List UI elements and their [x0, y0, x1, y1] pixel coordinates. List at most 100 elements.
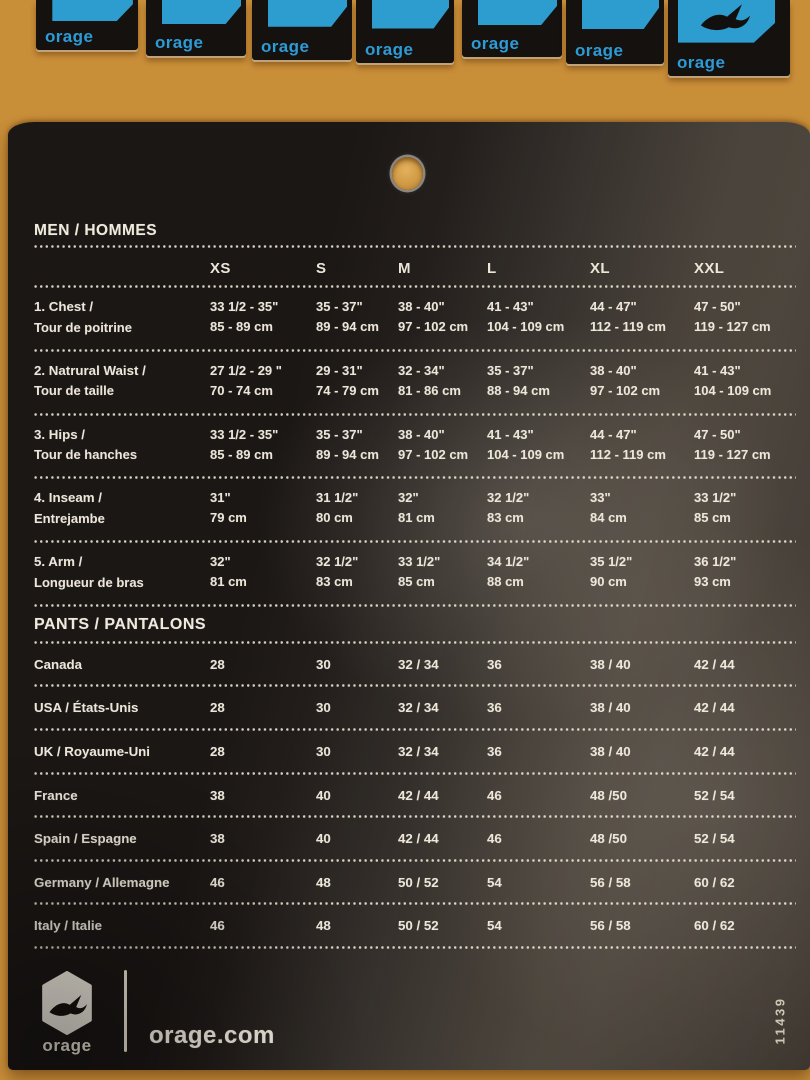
men-size-row: 3. Hips / Tour de hanches 33 1/2 - 35" 85 -… — [34, 421, 796, 472]
pants-size-value: 54 — [487, 918, 502, 934]
size-value-cell: 32 - 34" 81 - 86 cm — [398, 361, 487, 401]
size-cm-value: 90 cm — [590, 574, 627, 590]
pants-size-value: 40 — [316, 787, 331, 803]
tag-footer: orage orage.com — [36, 970, 275, 1056]
pants-size-value: 56 / 58 — [590, 918, 631, 934]
size-cm-value: 104 - 109 cm — [487, 446, 565, 462]
item-number: 11439 — [772, 996, 788, 1045]
size-value-cell: 34 1/2" 88 cm — [487, 552, 590, 592]
mini-tag: orage — [36, 0, 138, 50]
pants-size-value: 50 / 52 — [398, 918, 439, 934]
pants-size-value: 48 — [316, 918, 331, 934]
orage-wordmark: orage — [365, 40, 414, 59]
row-label-fr: Longueur de bras — [34, 574, 144, 590]
pants-size-value: 28 — [210, 743, 225, 759]
size-inches-value: 41 - 43" — [487, 426, 534, 442]
size-cm-value: 112 - 119 cm — [590, 319, 666, 335]
country-label: Spain / Espagne — [34, 831, 137, 847]
row-label: 1. Chest / Tour de poitrine — [34, 297, 210, 338]
size-inches-value: 33" — [590, 490, 611, 506]
orage-cube-logo-icon — [42, 971, 92, 1035]
orage-logo-block-icon — [268, 0, 347, 27]
orage-logo-block-icon — [677, 0, 776, 43]
size-inches-value: 32 - 34" — [398, 362, 445, 378]
size-inches-value: 29 - 31" — [316, 362, 363, 378]
orage-wordmark: orage — [45, 27, 94, 46]
dotted-separator — [34, 684, 796, 688]
size-value-cell: 32 1/2" 83 cm — [316, 552, 398, 592]
size-inches-value: 34 1/2" — [487, 554, 530, 569]
size-value-cell: 35 - 37" 88 - 94 cm — [487, 361, 590, 401]
size-cm-value: 88 cm — [487, 574, 524, 590]
dotted-separator — [34, 946, 796, 950]
size-cm-value: 74 - 79 cm — [316, 382, 379, 398]
pants-size-value: 30 — [316, 700, 331, 716]
size-column-header: S — [316, 260, 327, 277]
size-inches-value: 31" — [210, 490, 231, 506]
size-cm-value: 88 - 94 cm — [487, 382, 550, 398]
orage-wordmark: orage — [261, 37, 310, 56]
size-inches-value: 38 - 40" — [590, 362, 637, 378]
size-column-header-row: XS S M L XL XXL — [34, 253, 796, 280]
row-label-en: 1. Chest / — [34, 299, 94, 314]
pants-size-value: 38 — [210, 787, 225, 803]
row-label: 4. Inseam / Entrejambe — [34, 488, 210, 529]
dotted-separator — [34, 771, 796, 775]
size-inches-value: 31 1/2" — [316, 490, 359, 506]
pants-size-value: 38 / 40 — [590, 700, 631, 716]
pants-size-value: 54 — [487, 874, 502, 890]
size-cm-value: 119 - 127 cm — [694, 446, 771, 462]
size-value-cell: 32 1/2" 83 cm — [487, 488, 590, 528]
size-value-cell: 38 - 40" 97 - 102 cm — [398, 425, 487, 465]
country-label: Italy / Italie — [34, 918, 102, 934]
dotted-separator — [34, 727, 796, 731]
size-value-cell: 41 - 43" 104 - 109 cm — [487, 425, 590, 465]
row-label-en: 4. Inseam / — [34, 490, 102, 506]
pants-size-value: 36 — [487, 743, 502, 759]
size-inches-value: 38 - 40" — [398, 299, 445, 314]
size-value-cell: 32" 81 cm — [398, 488, 487, 528]
size-cm-value: 79 cm — [210, 510, 247, 526]
pants-size-value: 30 — [316, 656, 331, 672]
size-inches-value: 47 - 50" — [694, 426, 741, 442]
orage-logo-block-icon — [478, 0, 557, 26]
pants-section-title: PANTS / PANTALONS — [34, 615, 207, 633]
men-section-title: MEN / HOMMES — [34, 222, 158, 239]
men-size-row: 2. Natrural Waist / Tour de taille 27 1/2 … — [34, 357, 796, 408]
mini-tag: orage — [462, 0, 562, 57]
orage-logo-block-icon — [162, 0, 241, 25]
row-label-fr: Tour de taille — [34, 383, 114, 399]
bird-logo-icon — [49, 994, 87, 1016]
mini-tag: orage — [668, 0, 790, 76]
country-label: USA / États-Unis — [34, 700, 139, 716]
size-cm-value: 85 - 89 cm — [210, 319, 273, 335]
size-inches-value: 27 1/2 - 29 " — [210, 362, 282, 378]
bird-logo-icon — [700, 3, 750, 30]
mini-tags-row: orage orage orage orage orage orage orage — [0, 0, 810, 90]
mini-tag: orage — [146, 0, 246, 56]
row-label: 3. Hips / Tour de hanches — [34, 425, 210, 466]
pants-size-value: 38 / 40 — [590, 743, 631, 759]
men-size-row: 1. Chest / Tour de poitrine 33 1/2 - 35" 85… — [34, 293, 796, 344]
orage-wordmark: orage — [677, 53, 726, 72]
size-inches-value: 41 - 43" — [487, 299, 534, 314]
punch-hole — [392, 157, 423, 190]
size-cm-value: 97 - 102 cm — [398, 446, 469, 462]
size-value-cell: 33" 84 cm — [590, 488, 694, 528]
row-label: 5. Arm / Longueur de bras — [34, 552, 210, 593]
size-value-cell: 41 - 43" 104 - 109 cm — [487, 297, 590, 337]
pants-size-value: 60 / 62 — [694, 874, 735, 890]
size-chart-tag: MEN / HOMMES XS S M L XL XXL 1. Chest / Tour d… — [8, 122, 810, 1070]
size-inches-value: 32" — [398, 490, 419, 506]
pants-size-value: 46 — [487, 787, 502, 803]
size-value-cell: 47 - 50" 119 - 127 cm — [694, 297, 796, 337]
size-value-cell: 33 1/2 - 35" 85 - 89 cm — [210, 297, 316, 337]
size-value-cell: 35 1/2" 90 cm — [590, 552, 694, 592]
size-inches-value: 35 - 37" — [487, 362, 534, 378]
size-column-header: M — [398, 260, 411, 277]
size-inches-value: 44 - 47" — [590, 299, 637, 314]
size-cm-value: 97 - 102 cm — [590, 382, 661, 398]
pants-size-value: 46 — [210, 918, 225, 934]
size-inches-value: 35 - 37" — [316, 299, 363, 314]
orage-logo-block-icon — [52, 0, 133, 21]
